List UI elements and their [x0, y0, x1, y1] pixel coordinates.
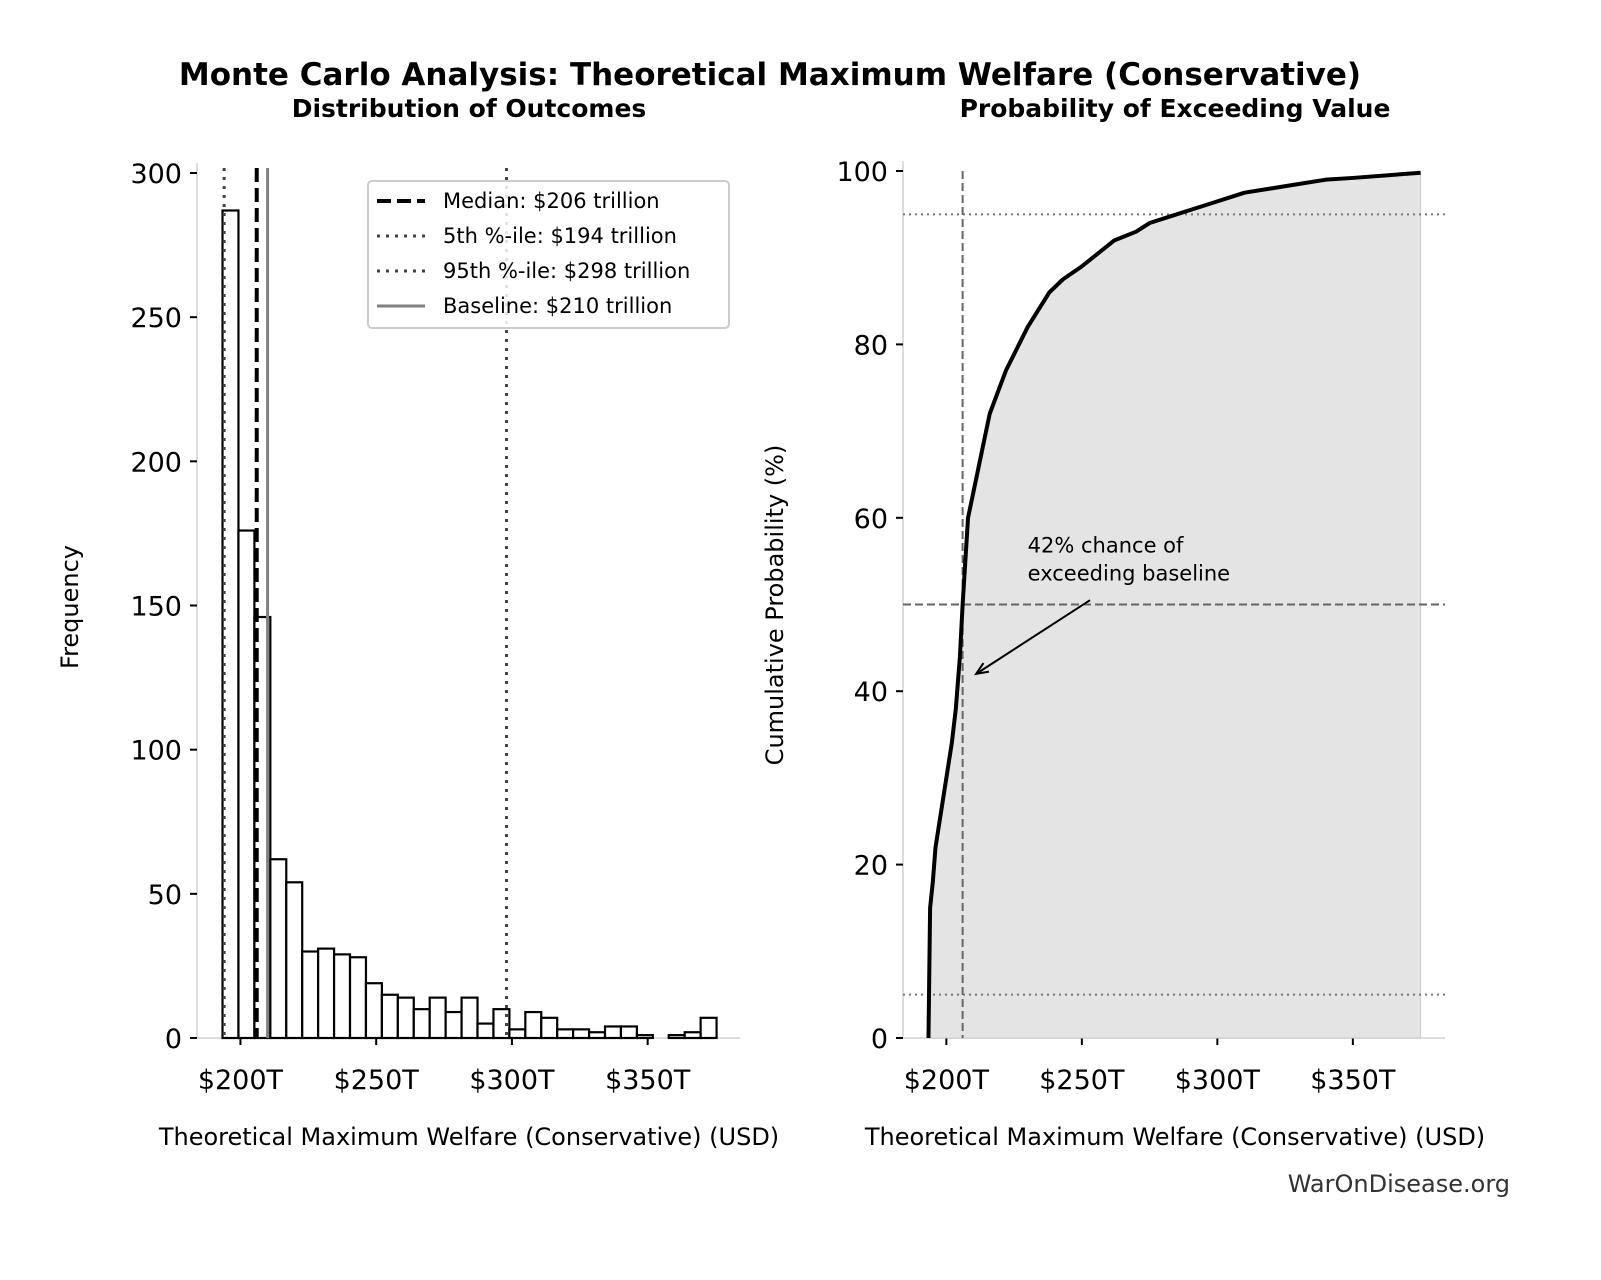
left-xlabel: Theoretical Maximum Welfare (Conservativ… — [158, 1123, 779, 1151]
y-tick-label: 100 — [836, 157, 888, 188]
y-tick-label: 0 — [165, 1024, 182, 1055]
cdf-line — [926, 170, 1421, 1039]
x-tick-label: $250T — [1039, 1065, 1125, 1096]
figure-title: Monte Carlo Analysis: Theoretical Maximu… — [179, 57, 1361, 93]
y-tick-label: 0 — [871, 1024, 888, 1055]
y-tick-label: 100 — [130, 736, 182, 767]
histogram-bar — [667, 1034, 686, 1040]
x-tick-label: $350T — [1310, 1065, 1396, 1096]
histogram-bar — [699, 1016, 718, 1040]
x-tick-label: $200T — [904, 1065, 990, 1096]
histogram-bar — [364, 982, 383, 1040]
y-tick-label: 250 — [130, 303, 182, 334]
histogram-bar — [556, 1028, 575, 1040]
histogram-bar — [221, 209, 240, 1040]
legend-label: Baseline: $210 trillion — [443, 294, 672, 318]
y-tick-label: 50 — [148, 880, 182, 911]
y-tick-label: 300 — [130, 159, 182, 190]
left-subtitle: Distribution of Outcomes — [292, 94, 647, 123]
histogram-bar — [683, 1031, 702, 1040]
histogram-bar — [380, 993, 399, 1040]
histogram-bar — [635, 1034, 654, 1040]
histogram-bar — [508, 1028, 527, 1040]
histogram-bar — [269, 858, 288, 1040]
x-tick-label: $300T — [469, 1065, 555, 1096]
right-subtitle: Probability of Exceeding Value — [960, 94, 1391, 123]
x-tick-label: $350T — [605, 1065, 691, 1096]
x-tick-label: $200T — [198, 1065, 284, 1096]
right-xlabel: Theoretical Maximum Welfare (Conservativ… — [864, 1123, 1485, 1151]
histogram-bar — [285, 881, 304, 1040]
histogram-bar — [237, 529, 256, 1040]
histogram-bar — [444, 1010, 463, 1040]
histogram-bar — [412, 1008, 431, 1040]
histogram-panel: $200T $250T $300T $350T 0 50 100 150 200 250 300 Me… — [130, 159, 740, 1096]
histogram-bar — [476, 1022, 495, 1040]
y-tick-label: 150 — [130, 592, 182, 623]
y-tick-label: 60 — [854, 504, 888, 535]
left-ylabel: Frequency — [56, 545, 84, 669]
histogram-bar — [619, 1025, 638, 1040]
histogram-bar — [396, 996, 415, 1040]
y-tick-label: 200 — [130, 447, 182, 478]
legend-label: 95th %-ile: $298 trillion — [443, 259, 690, 283]
histogram-bar — [460, 996, 479, 1040]
histogram-bar — [524, 1010, 543, 1040]
histogram-bar — [428, 996, 447, 1040]
x-tick-label: $250T — [334, 1065, 420, 1096]
cdf-panel: $200T $250T $300T $350T 0 20 40 60 80 100 42% chan… — [836, 157, 1445, 1096]
right-ylabel: Cumulative Probability (%) — [761, 445, 789, 766]
histogram-bar — [540, 1016, 559, 1040]
annotation-text: exceeding baseline — [1028, 561, 1230, 585]
histogram-bar — [572, 1028, 591, 1040]
histogram-bar — [317, 947, 336, 1040]
histogram-bar — [332, 953, 352, 1040]
watermark: WarOnDisease.org — [1288, 1170, 1510, 1198]
arrowhead-icon — [974, 662, 990, 676]
histogram-bar — [603, 1025, 623, 1040]
annotation-arrow — [975, 599, 1091, 675]
x-tick-label: $300T — [1175, 1065, 1261, 1096]
y-tick-label: 80 — [854, 330, 888, 361]
y-tick-label: 20 — [854, 851, 888, 882]
legend-label: Median: $206 trillion — [443, 189, 660, 213]
histogram-bar — [348, 956, 368, 1040]
histogram-bar — [587, 1031, 607, 1040]
annotation-text: 42% chance of — [1028, 533, 1184, 557]
legend-label: 5th %-ile: $194 trillion — [443, 224, 677, 248]
legend: Median: $206 trillion 5th %-ile: $194 tri… — [367, 180, 730, 329]
histogram-bar — [301, 950, 320, 1040]
y-tick-label: 40 — [854, 677, 888, 708]
legend-box — [367, 180, 730, 329]
